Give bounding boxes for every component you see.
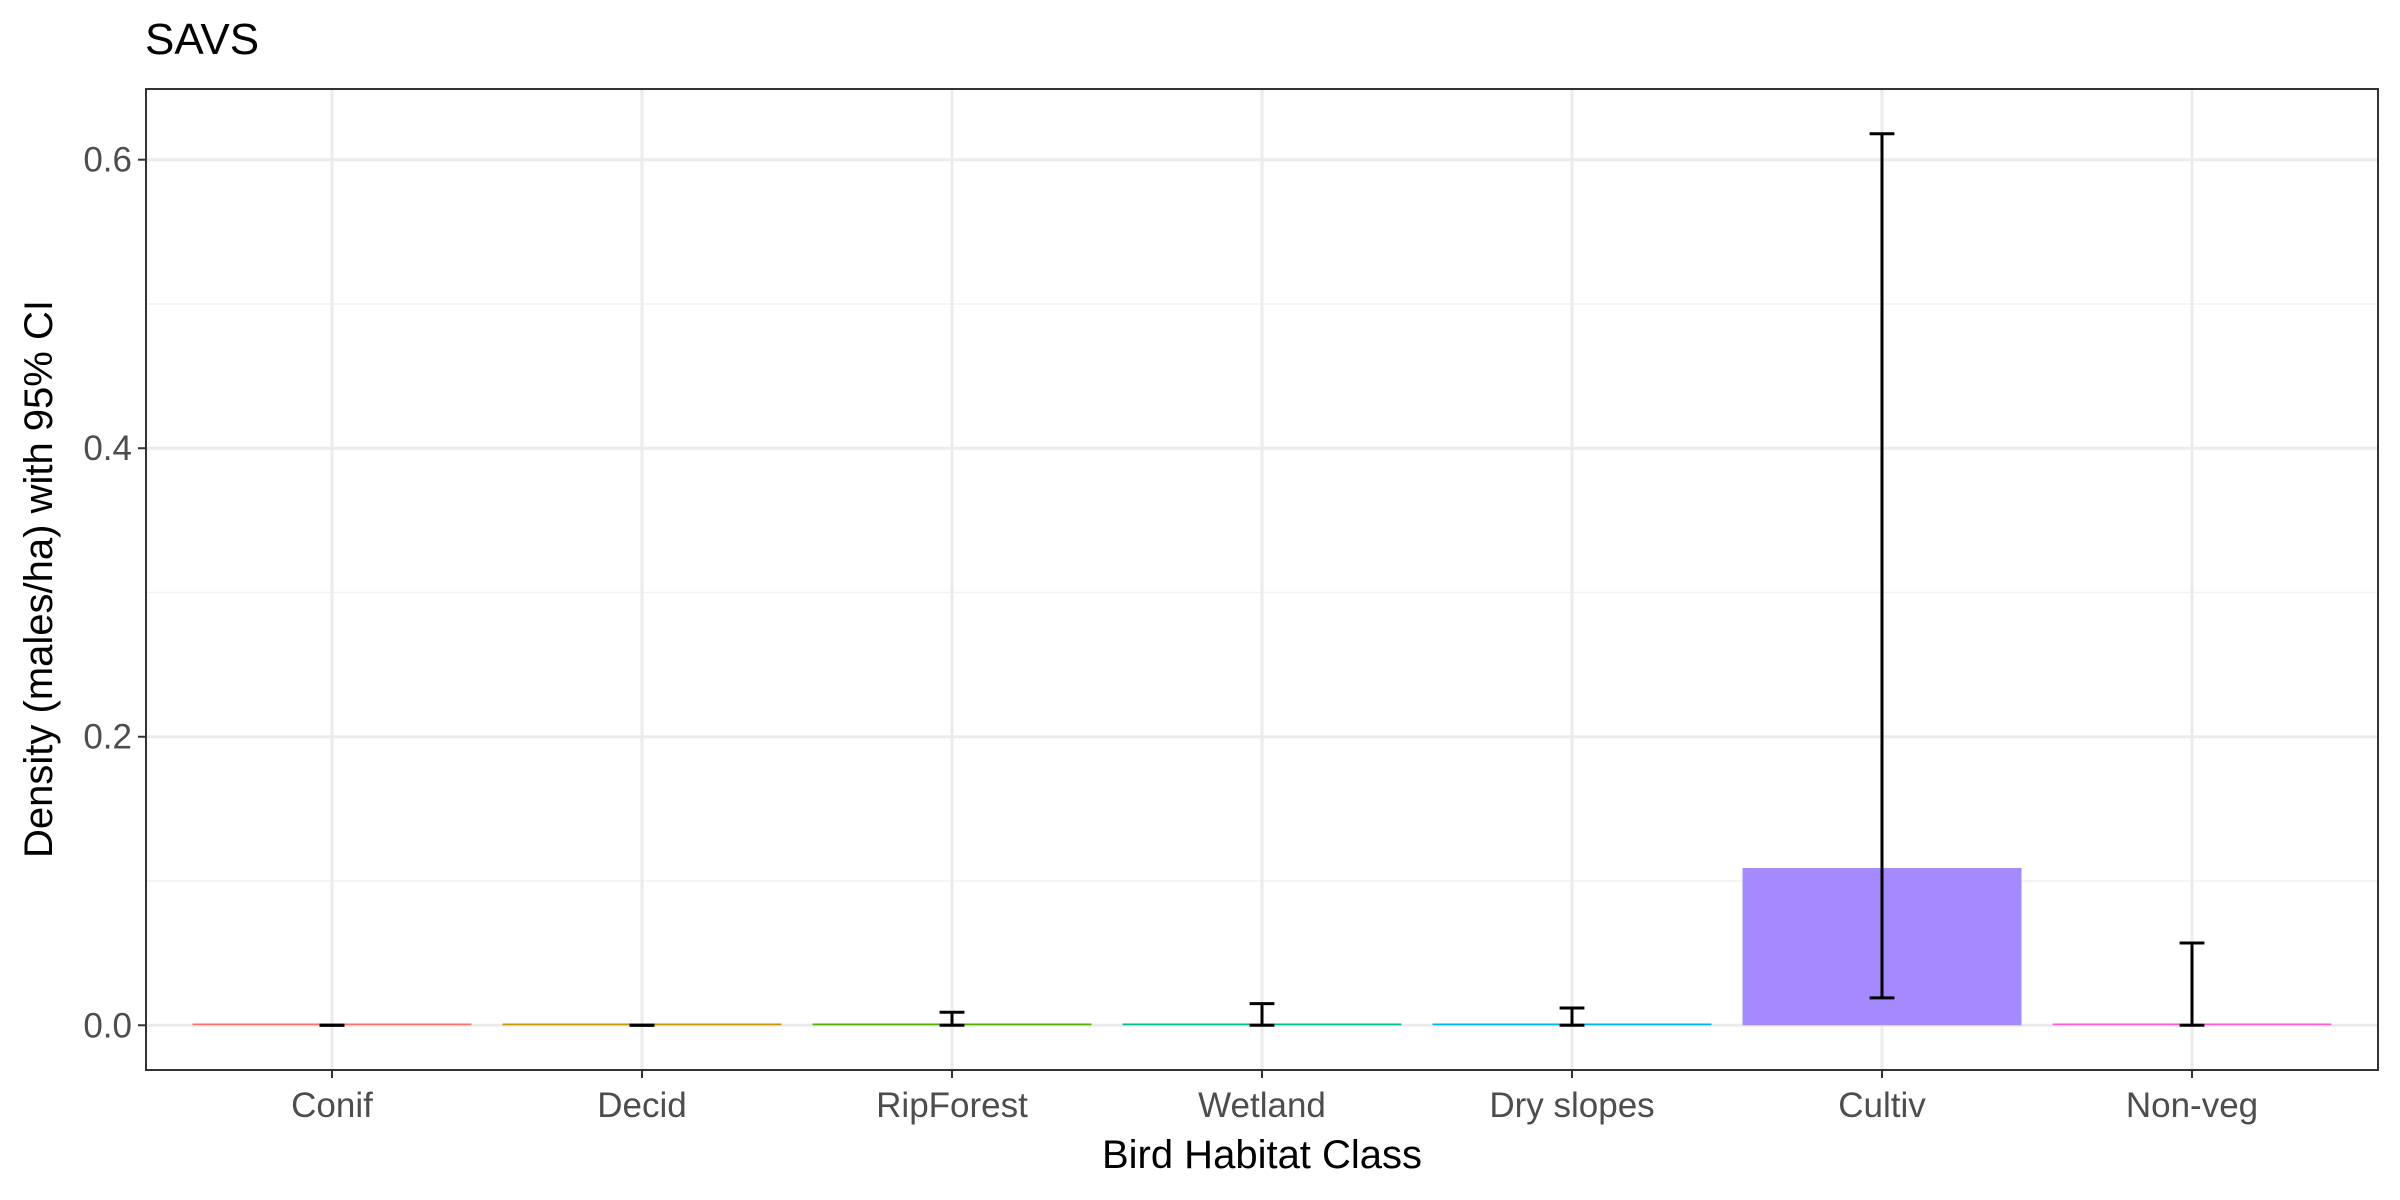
error-bars xyxy=(319,132,2205,1027)
error-bar xyxy=(1869,132,1895,1000)
error-bar xyxy=(939,1010,965,1027)
chart-title: SAVS xyxy=(145,15,259,64)
error-bar xyxy=(2179,941,2205,1027)
x-axis-title: Bird Habitat Class xyxy=(1102,1133,1422,1177)
x-tick-label: Wetland xyxy=(1198,1086,1326,1125)
x-tick-label: Cultiv xyxy=(1838,1086,1926,1125)
y-tick-label: 0.0 xyxy=(83,1006,132,1045)
y-tick-label: 0.4 xyxy=(83,429,132,468)
x-tick-label: Dry slopes xyxy=(1489,1086,1654,1125)
x-tick-label: Non-veg xyxy=(2126,1086,2258,1125)
gridlines xyxy=(146,89,2378,1070)
error-bar xyxy=(1559,1006,1585,1027)
x-tick-label: Decid xyxy=(597,1086,686,1125)
x-tick-label: Conif xyxy=(291,1086,373,1125)
y-axis-title: Density (males/ha) with 95% CI xyxy=(17,300,61,858)
x-axis: Conif Decid RipForest Wetland Dry slopes Cult… xyxy=(291,1070,2258,1125)
y-tick-label: 0.2 xyxy=(83,718,132,757)
x-tick-label: RipForest xyxy=(876,1086,1028,1125)
y-tick-label: 0.6 xyxy=(83,141,132,180)
error-bar xyxy=(1249,1002,1275,1027)
y-axis: 0.0 0.2 0.4 0.6 xyxy=(83,141,146,1045)
